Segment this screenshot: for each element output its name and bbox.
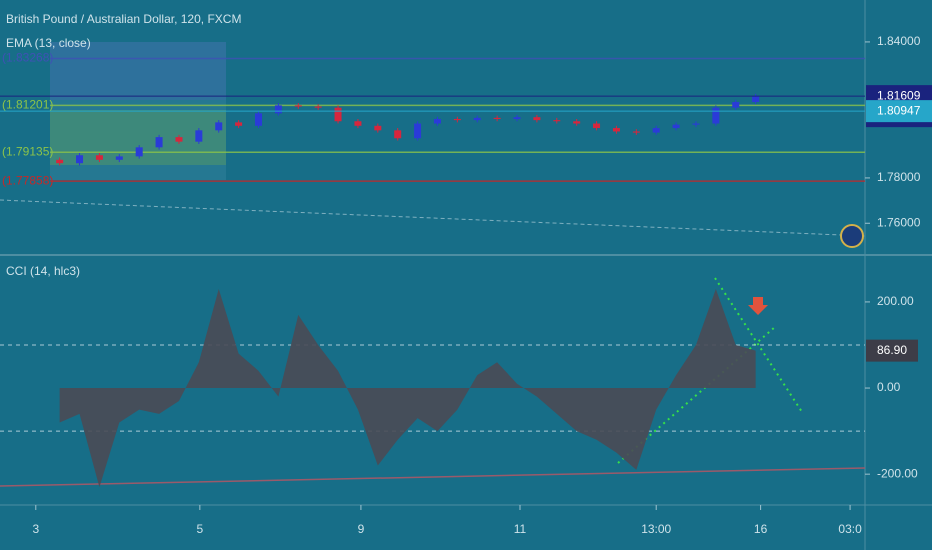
candle-body [533, 117, 541, 121]
candle-body [135, 147, 143, 157]
candle-body [155, 137, 163, 148]
candle-body [255, 113, 263, 126]
candle-body [294, 105, 302, 107]
price-label: 1.81609 [877, 88, 921, 102]
candle-body [593, 123, 601, 129]
x-tick-label: 16 [754, 522, 768, 536]
y-tick-label: 1.76000 [877, 215, 921, 229]
candle-body [274, 105, 282, 114]
candle-body [573, 121, 581, 124]
candle-body [553, 120, 561, 122]
candle-body [56, 159, 64, 164]
fib-label: (1.77858) [2, 173, 53, 187]
indicator-label: EMA (13, close) [6, 36, 91, 50]
candle-body [76, 155, 84, 164]
candle-body [712, 107, 720, 124]
candle-body [752, 96, 760, 102]
candle-body [612, 128, 620, 132]
price-tag [866, 100, 932, 123]
arrow-down [748, 297, 768, 315]
value-tag [866, 339, 918, 362]
candle-body [453, 118, 461, 121]
candle-body [652, 128, 660, 133]
candle-body [473, 117, 481, 121]
x-tick-label: 03:0 [838, 522, 862, 536]
fib-label: (1.79135) [2, 144, 53, 158]
candle-body [215, 122, 223, 131]
candle-body [175, 137, 183, 142]
y-tick-label: 1.84000 [877, 34, 921, 48]
candle-body [394, 130, 402, 139]
y-tick-label: 1.78000 [877, 170, 921, 184]
x-tick-label: 9 [358, 522, 365, 536]
candle-body [414, 123, 422, 139]
candle-body [374, 125, 382, 131]
candle-body [354, 121, 362, 126]
y-tick-label: -200.00 [877, 466, 918, 480]
fib-label: (1.83268) [2, 51, 53, 65]
candle-body [692, 123, 700, 125]
trend-line [714, 277, 803, 413]
candle-body [235, 122, 243, 126]
candle-body [334, 107, 342, 122]
price-label: 1.80947 [877, 103, 921, 117]
y-tick-label: 0.00 [877, 380, 901, 394]
fib-label: (1.81201) [2, 98, 53, 112]
trend-line [0, 467, 866, 487]
trend-line [617, 326, 776, 464]
candle-body [314, 106, 322, 108]
flag-icon [840, 224, 864, 248]
chart-title: British Pound / Australian Dollar, 120, … [6, 12, 241, 26]
indicator-label: CCI (14, hlc3) [6, 264, 80, 278]
fib-zone [50, 42, 226, 100]
value-label: 86.90 [877, 343, 907, 357]
y-tick-label: 200.00 [877, 294, 914, 308]
candle-body [732, 101, 740, 108]
candle-body [195, 130, 203, 142]
candle-body [115, 156, 123, 160]
x-tick-label: 3 [32, 522, 39, 536]
candle-body [433, 118, 441, 124]
candle-body [672, 124, 680, 129]
candle-body [513, 117, 521, 119]
trend-line [0, 199, 866, 237]
candle-body [493, 117, 501, 119]
x-tick-label: 13:00 [641, 522, 671, 536]
x-tick-label: 5 [197, 522, 204, 536]
cci-area [59, 289, 756, 488]
x-tick-label: 11 [514, 522, 527, 536]
candle-body [632, 131, 640, 133]
candle-body [95, 155, 103, 160]
